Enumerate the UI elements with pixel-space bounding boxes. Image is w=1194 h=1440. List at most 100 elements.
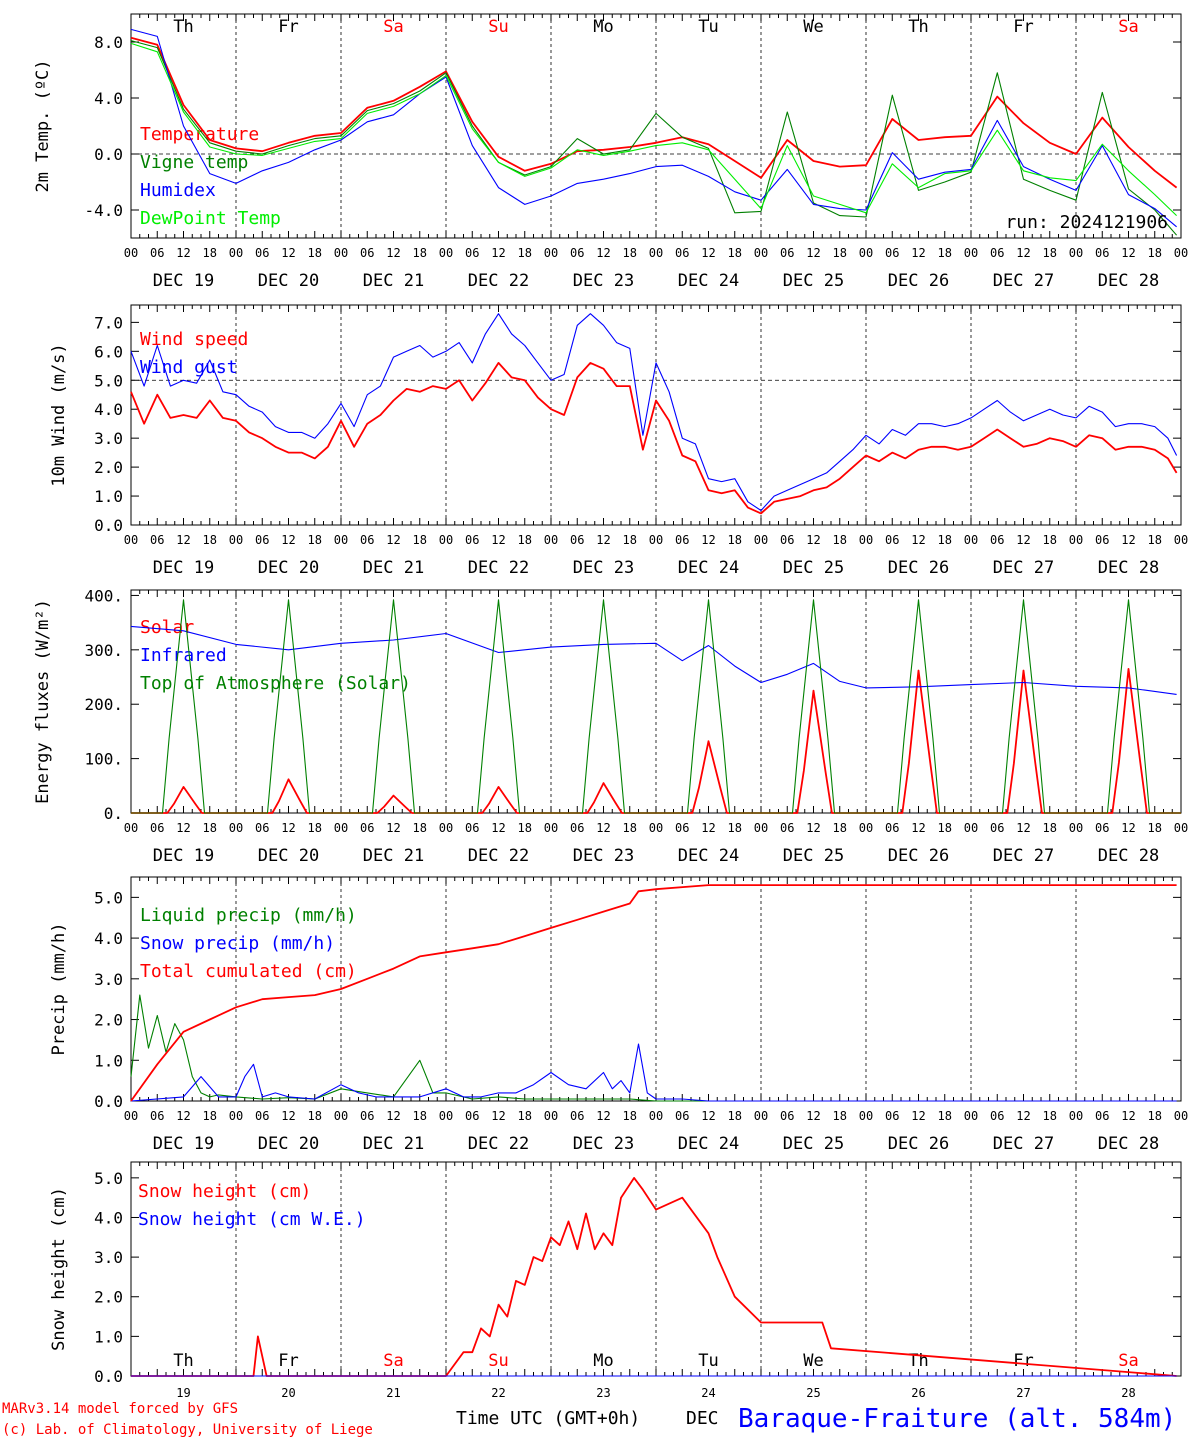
y-tick-label: 2.0 [94,1288,123,1307]
day-number-label: 19 [176,1386,190,1400]
series-line-1 [130,36,1178,189]
series-line-2 [130,1043,1177,1102]
hour-tick-label: 00 [1069,246,1083,260]
panel-5: 0.0 1.0 2.0 3.0 4.0 5.0 Snow height (cm) Th Fr Sa… [49,1161,1182,1400]
hour-tick-label: 12 [1016,821,1030,835]
y-axis-label: 10m Wind (m/s) [49,343,69,486]
hour-tick-label: 00 [1174,1109,1188,1123]
hour-tick-label: 12 [386,1109,400,1123]
hour-tick-label: 06 [675,246,689,260]
date-label: DEC 24 [678,271,739,291]
hour-tick-label: 12 [806,246,820,260]
date-label: DEC 23 [573,846,634,866]
hour-tick-label: 12 [281,821,295,835]
hour-tick-label: 00 [124,821,138,835]
legend-entry: Infrared [140,645,227,666]
series-line-1 [130,994,1177,1102]
hour-tick-label: 12 [911,533,925,547]
hour-tick-label: 06 [780,246,794,260]
day-number-label: 28 [1121,1386,1135,1400]
weekday-label: Sa [383,1351,403,1371]
hour-tick-label: 12 [1016,246,1030,260]
day-number-label: 23 [596,1386,610,1400]
hour-tick-label: 06 [150,533,164,547]
hour-tick-label: 18 [623,821,637,835]
date-label: DEC 19 [153,1134,214,1154]
hour-tick-label: 18 [1043,821,1057,835]
hour-tick-label: 00 [1069,1109,1083,1123]
dec-label: DEC [686,1408,719,1429]
y-tick-label: 4.0 [94,929,123,948]
hour-tick-label: 18 [203,821,217,835]
day-number-label: 22 [491,1386,505,1400]
date-label: DEC 21 [363,846,424,866]
hour-tick-label: 06 [360,533,374,547]
hour-tick-label: 12 [281,246,295,260]
y-tick-label: 7.0 [94,313,123,332]
y-tick-label: 4.0 [94,1208,123,1227]
hour-tick-label: 00 [229,821,243,835]
date-label: DEC 27 [993,846,1054,866]
hour-tick-label: 12 [911,821,925,835]
hour-tick-label: 18 [1148,246,1162,260]
weekday-label: Su [488,17,508,37]
footer-model-text: MARv3.14 model forced by GFS [2,1401,238,1417]
y-axis-label: 2m Temp. (ºC) [33,59,53,192]
hour-tick-label: 18 [728,821,742,835]
legend-entry: Top of Atmosphere (Solar) [140,673,411,694]
y-tick-label: 0.0 [94,1092,123,1111]
hour-tick-label: 18 [833,533,847,547]
hour-tick-label: 18 [413,821,427,835]
y-tick-label: 1.0 [94,1051,123,1070]
hour-tick-label: 00 [859,533,873,547]
weekday-label: Fr [1013,1351,1033,1371]
date-label: DEC 25 [783,846,844,866]
hour-tick-label: 12 [491,246,505,260]
hour-tick-label: 06 [570,533,584,547]
hour-tick-label: 00 [754,533,768,547]
hour-tick-label: 06 [990,533,1004,547]
hour-tick-label: 12 [176,533,190,547]
legend-entry: Snow height (cm W.E.) [138,1209,366,1230]
hour-tick-label: 00 [544,246,558,260]
hour-tick-label: 00 [439,533,453,547]
hour-tick-label: 12 [1121,246,1135,260]
y-tick-label: 0.0 [94,1367,123,1386]
hour-tick-label: 00 [1069,821,1083,835]
y-tick-label: 1.0 [94,1327,123,1346]
hour-tick-label: 12 [1121,533,1135,547]
hour-tick-label: 00 [859,821,873,835]
hour-tick-label: 06 [885,1109,899,1123]
hour-tick-label: 06 [465,1109,479,1123]
hour-tick-label: 00 [964,533,978,547]
run-label: run: 2024121906 [1005,212,1168,233]
hour-tick-label: 12 [806,821,820,835]
hour-tick-label: 12 [911,246,925,260]
y-tick-label: 4.0 [94,400,123,419]
hour-tick-label: 00 [964,246,978,260]
hour-tick-label: 18 [1148,533,1162,547]
hour-tick-label: 00 [334,533,348,547]
time-axis-label: Time UTC (GMT+0h) [456,1408,640,1429]
hour-tick-label: 06 [570,246,584,260]
panel-2: 0.0 1.0 2.0 3.0 4.0 5.0 6.0 7.0 10m Wind (m/s) 00… [49,304,1188,578]
date-label: DEC 28 [1098,846,1159,866]
legend-entry: Wind speed [140,329,248,350]
date-label: DEC 24 [678,1134,739,1154]
hour-tick-label: 06 [255,821,269,835]
hour-tick-label: 18 [1148,1109,1162,1123]
hour-tick-label: 00 [754,821,768,835]
hour-tick-label: 00 [439,821,453,835]
day-number-label: 24 [701,1386,715,1400]
weekday-label: Sa [383,17,403,37]
hour-tick-label: 06 [675,533,689,547]
date-label: DEC 28 [1098,558,1159,578]
footer: MARv3.14 model forced by GFS (c) Lab. of… [2,1401,1176,1438]
hour-tick-label: 18 [938,1109,952,1123]
hour-tick-label: 12 [701,821,715,835]
date-label: DEC 22 [468,271,529,291]
hour-tick-label: 18 [833,246,847,260]
plot-frame [130,13,1182,239]
hour-tick-label: 00 [1174,533,1188,547]
